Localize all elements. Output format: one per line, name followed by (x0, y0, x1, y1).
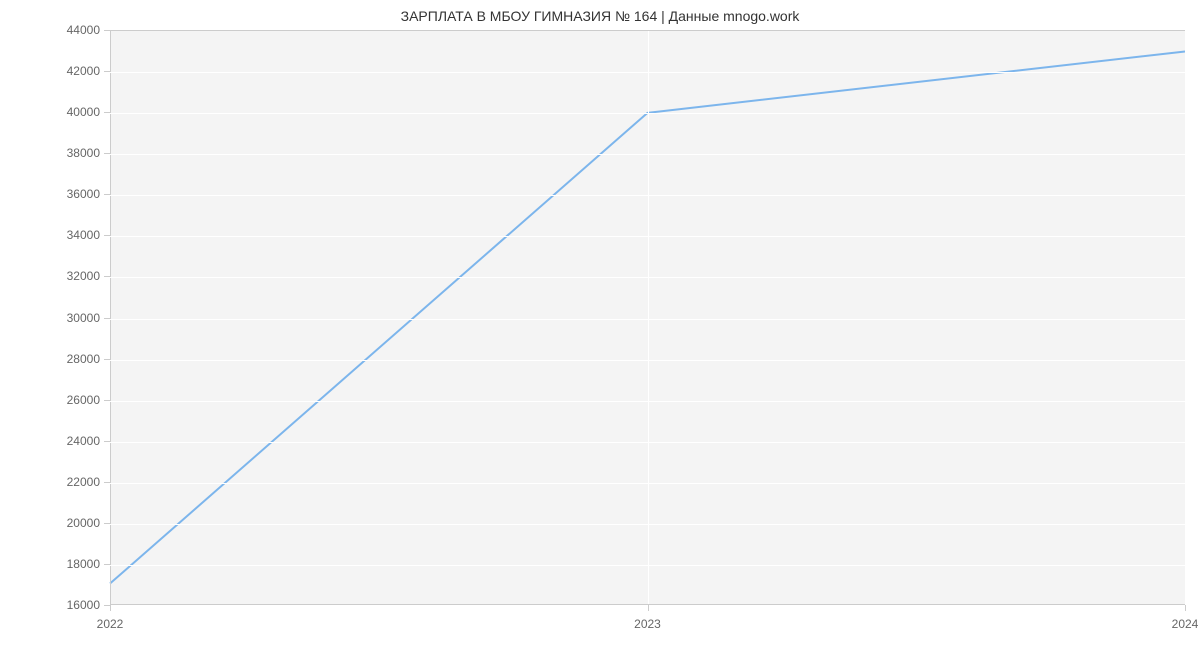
y-tick (104, 112, 110, 113)
x-tick (110, 605, 111, 611)
y-tick (104, 564, 110, 565)
y-axis-label: 26000 (60, 393, 100, 407)
y-tick (104, 71, 110, 72)
x-axis-label: 2024 (1172, 617, 1199, 631)
y-tick (104, 318, 110, 319)
y-axis-label: 44000 (60, 23, 100, 37)
y-axis-label: 34000 (60, 228, 100, 242)
y-axis-label: 16000 (60, 598, 100, 612)
y-axis-label: 30000 (60, 311, 100, 325)
y-axis-label: 36000 (60, 187, 100, 201)
x-axis-label: 2022 (97, 617, 124, 631)
y-axis-label: 28000 (60, 352, 100, 366)
y-axis-label: 22000 (60, 475, 100, 489)
y-axis-label: 20000 (60, 516, 100, 530)
gridline-vertical (648, 31, 649, 604)
y-axis-label: 42000 (60, 64, 100, 78)
gridline-vertical (1185, 31, 1186, 604)
y-tick (104, 235, 110, 236)
x-axis-label: 2023 (634, 617, 661, 631)
y-axis-label: 24000 (60, 434, 100, 448)
y-tick (104, 441, 110, 442)
y-tick (104, 276, 110, 277)
y-tick (104, 523, 110, 524)
plot-area (110, 30, 1185, 605)
y-tick (104, 400, 110, 401)
y-tick (104, 194, 110, 195)
y-axis-label: 32000 (60, 269, 100, 283)
y-tick (104, 153, 110, 154)
y-axis-label: 38000 (60, 146, 100, 160)
x-tick (648, 605, 649, 611)
y-tick (104, 359, 110, 360)
y-tick (104, 482, 110, 483)
y-axis-label: 18000 (60, 557, 100, 571)
x-tick (1185, 605, 1186, 611)
y-tick (104, 30, 110, 31)
y-axis-label: 40000 (60, 105, 100, 119)
chart-title: ЗАРПЛАТА В МБОУ ГИМНАЗИЯ № 164 | Данные … (0, 8, 1200, 24)
